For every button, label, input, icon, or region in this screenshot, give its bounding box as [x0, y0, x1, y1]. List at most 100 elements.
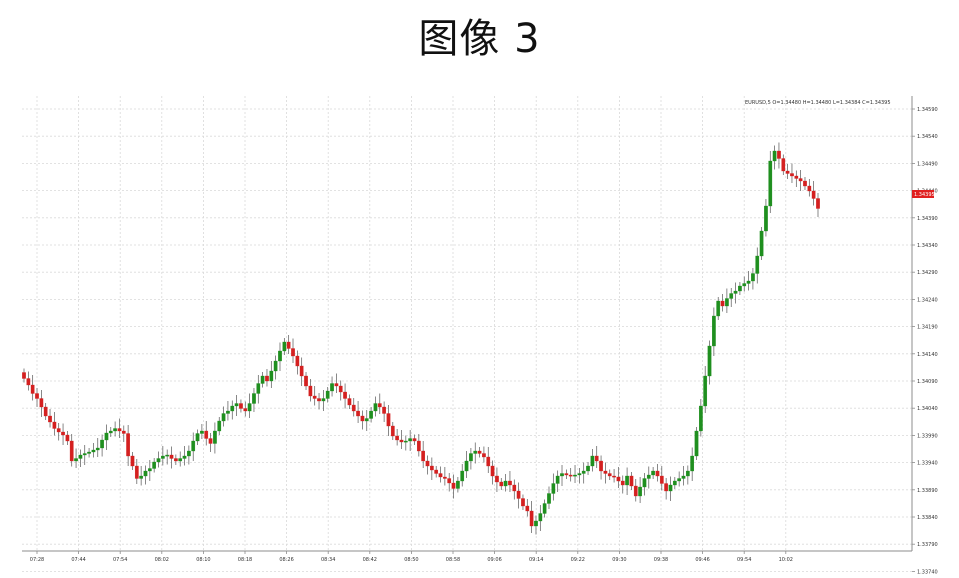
candle-body — [200, 430, 204, 434]
candle-body — [564, 473, 569, 476]
candle-body — [751, 273, 755, 282]
candle-body — [699, 405, 703, 432]
candle-body — [174, 458, 178, 462]
candle-body — [191, 440, 196, 452]
candle-body — [508, 480, 512, 486]
candle-body — [811, 190, 816, 199]
candle-body — [646, 474, 651, 479]
candle-body — [590, 455, 595, 467]
candle-body — [412, 438, 417, 442]
y-tick-label: 1.33740 — [917, 569, 938, 575]
candle-body — [91, 449, 96, 453]
candle-body — [495, 475, 499, 483]
candle-body — [482, 453, 486, 458]
x-tick-label: 09:46 — [695, 557, 709, 563]
candle-body — [403, 440, 408, 443]
candle-body — [260, 375, 265, 384]
candle-body — [638, 486, 642, 497]
x-tick-label: 09:22 — [571, 557, 585, 563]
candle-body — [659, 475, 664, 484]
candle-body — [139, 475, 143, 479]
candle-body — [707, 345, 712, 377]
candle-body — [538, 513, 543, 522]
candle-body — [542, 503, 547, 514]
y-tick-label: 1.34090 — [917, 379, 938, 385]
candle-body — [317, 398, 321, 402]
x-tick-label: 07:44 — [71, 557, 85, 563]
candle-body — [286, 341, 291, 349]
y-tick-label: 1.34190 — [917, 325, 938, 331]
candle-body — [69, 440, 74, 462]
candle-body — [369, 410, 373, 419]
candle-body — [434, 469, 439, 474]
candle-body — [178, 458, 183, 462]
candle-body — [165, 454, 170, 457]
candle-body — [156, 458, 161, 463]
candle-body — [443, 476, 447, 479]
candle-body — [291, 348, 295, 357]
candle-body — [603, 470, 608, 474]
candle-body — [486, 456, 491, 467]
candle-body — [256, 383, 261, 394]
y-tick-label: 1.34140 — [917, 352, 938, 358]
candle-body — [43, 406, 48, 417]
candle-body — [321, 398, 326, 402]
candle-body — [512, 484, 517, 492]
candle-body — [325, 390, 330, 399]
x-tick-label: 09:06 — [487, 557, 501, 563]
candle-body — [48, 415, 52, 423]
candle-body — [803, 180, 807, 187]
candle-body — [759, 230, 764, 257]
candle-body — [503, 480, 508, 487]
page-title: 图像 3 — [418, 16, 541, 62]
candle-body — [738, 285, 742, 292]
candle-body — [117, 428, 122, 432]
y-axis: 1.345901.345401.344901.344401.343901.343… — [912, 107, 938, 575]
x-tick-label: 09:30 — [612, 557, 626, 563]
candle-body — [720, 300, 725, 307]
candle-body — [265, 375, 269, 382]
candle-body — [65, 434, 70, 442]
candle-body — [130, 455, 135, 467]
candle-body — [252, 393, 256, 404]
candle-body — [790, 173, 794, 177]
candle-body — [785, 170, 790, 174]
candle-body — [187, 450, 191, 457]
candle-body — [104, 432, 109, 441]
candle-body — [573, 474, 577, 477]
candle-body — [620, 480, 625, 486]
candle-body — [551, 483, 556, 494]
current-price-label: 1.34395 — [914, 192, 935, 198]
candle-body — [612, 475, 616, 478]
candle-body — [725, 298, 729, 307]
candle-body — [772, 150, 777, 162]
candle-body — [460, 470, 465, 482]
x-axis: 07:28 07:44 07:54 08:02 08:10 08:18 08:26 08:34… — [30, 551, 793, 563]
candle-body — [121, 430, 126, 434]
candle-body — [217, 420, 222, 432]
candle-body — [382, 406, 386, 414]
candle-body — [360, 415, 365, 422]
x-tick-label: 08:26 — [279, 557, 293, 563]
current-price-marker — [912, 190, 934, 198]
candle-body — [469, 453, 473, 462]
candle-body — [555, 475, 560, 484]
candle-body — [347, 398, 352, 406]
candle-body — [126, 433, 130, 457]
candle-body — [395, 435, 399, 441]
candle-body — [113, 428, 117, 432]
candle-body — [247, 403, 252, 412]
candle-body — [421, 450, 426, 462]
candle-body — [282, 341, 287, 352]
candle-body — [213, 430, 217, 444]
candle-body — [312, 395, 317, 399]
candle-body — [386, 413, 391, 427]
candle-body — [764, 205, 768, 232]
candle-body — [399, 439, 404, 443]
candle-body — [525, 505, 530, 512]
candle-body — [100, 439, 104, 449]
candle-body — [230, 405, 235, 412]
candle-body — [768, 160, 773, 207]
candle-body — [599, 460, 603, 472]
x-tick-label: 07:54 — [113, 557, 127, 563]
